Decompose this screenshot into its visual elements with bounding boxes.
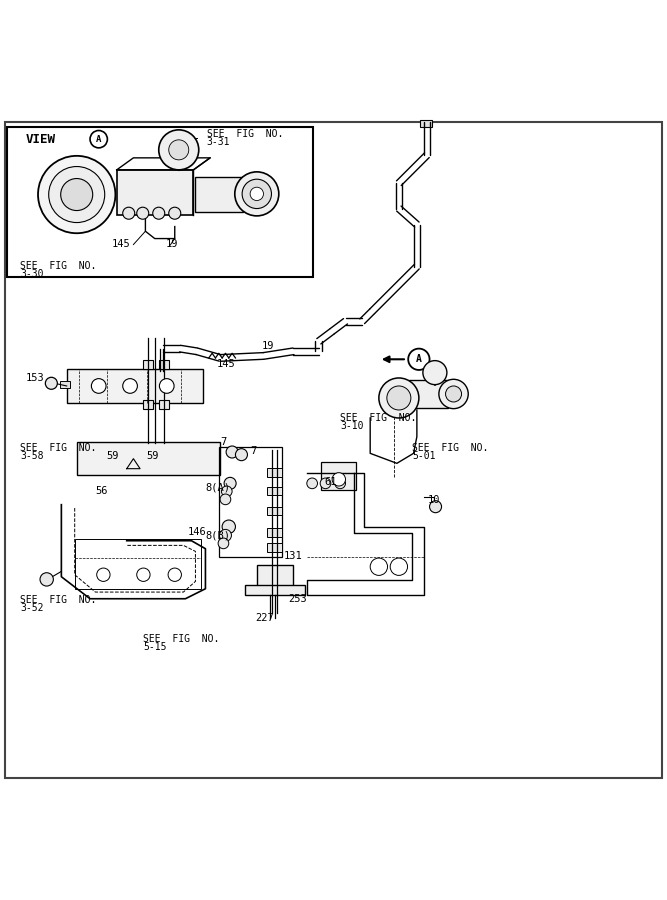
Bar	[117, 170, 193, 215]
Circle shape	[123, 379, 137, 393]
Bar	[409, 380, 448, 408]
Circle shape	[235, 172, 279, 216]
Text: SEE  FIG  NO.: SEE FIG NO.	[207, 129, 283, 139]
Circle shape	[430, 500, 442, 513]
Circle shape	[97, 568, 110, 581]
Text: 8(A): 8(A)	[205, 482, 230, 492]
Bar	[267, 468, 282, 477]
Bar	[143, 360, 153, 369]
Bar	[159, 360, 169, 369]
Circle shape	[61, 178, 93, 211]
Bar	[143, 400, 153, 409]
Bar	[195, 177, 243, 212]
Circle shape	[423, 361, 447, 384]
Bar	[267, 544, 282, 552]
Text: VIEW: VIEW	[25, 132, 55, 146]
Text: 7: 7	[250, 446, 256, 456]
Text: 5-01: 5-01	[412, 451, 436, 462]
Circle shape	[123, 207, 135, 220]
Bar	[245, 585, 305, 595]
Circle shape	[40, 572, 53, 586]
Circle shape	[446, 386, 462, 402]
Text: 145: 145	[217, 359, 235, 369]
Text: 3-58: 3-58	[20, 451, 43, 461]
Text: 3-30: 3-30	[20, 269, 43, 279]
Text: 253: 253	[288, 594, 307, 604]
Circle shape	[220, 494, 231, 505]
Circle shape	[332, 472, 346, 486]
Circle shape	[218, 538, 229, 549]
Circle shape	[169, 140, 189, 160]
Text: 19: 19	[165, 239, 178, 249]
Bar	[219, 446, 282, 557]
Circle shape	[137, 207, 149, 220]
Text: 59: 59	[147, 451, 159, 461]
Circle shape	[169, 207, 181, 220]
Bar	[257, 565, 293, 587]
Circle shape	[91, 379, 106, 393]
Bar	[77, 442, 220, 475]
Bar	[60, 382, 70, 388]
Circle shape	[221, 486, 232, 497]
Circle shape	[379, 378, 419, 418]
Bar	[67, 369, 203, 403]
Text: 145: 145	[112, 239, 131, 249]
Text: SEE  FIG  NO.: SEE FIG NO.	[143, 634, 220, 644]
Text: 146: 146	[188, 527, 207, 537]
Text: 3-10: 3-10	[340, 421, 364, 431]
Circle shape	[222, 520, 235, 534]
Bar	[75, 539, 201, 589]
Circle shape	[219, 529, 231, 542]
Circle shape	[235, 449, 247, 461]
Circle shape	[242, 179, 271, 209]
Text: 19: 19	[262, 340, 275, 351]
Text: SEE  FIG  NO.: SEE FIG NO.	[20, 443, 97, 453]
Circle shape	[159, 130, 199, 170]
Circle shape	[38, 156, 115, 233]
Bar	[321, 462, 356, 490]
Circle shape	[335, 478, 346, 489]
Text: 131: 131	[283, 551, 302, 561]
Bar	[267, 507, 282, 516]
Bar	[267, 528, 282, 536]
Text: SEE  FIG  NO.: SEE FIG NO.	[20, 596, 97, 606]
Circle shape	[137, 568, 150, 581]
Circle shape	[90, 130, 107, 148]
Circle shape	[226, 446, 238, 458]
Circle shape	[153, 207, 165, 220]
Circle shape	[439, 379, 468, 409]
Text: 59: 59	[107, 451, 119, 461]
Circle shape	[370, 558, 388, 575]
Text: 61: 61	[325, 477, 338, 488]
Circle shape	[168, 568, 181, 581]
Text: 5-15: 5-15	[143, 642, 167, 652]
Text: SEE  FIG  NO.: SEE FIG NO.	[412, 444, 489, 454]
Text: A: A	[96, 135, 101, 144]
Text: 153: 153	[25, 374, 44, 383]
Circle shape	[250, 187, 263, 201]
Circle shape	[159, 379, 174, 393]
Bar	[7, 127, 313, 276]
Text: 56: 56	[95, 486, 108, 496]
Bar	[267, 487, 282, 495]
Circle shape	[45, 377, 57, 390]
Circle shape	[224, 477, 236, 490]
Text: 3-31: 3-31	[207, 137, 230, 147]
Circle shape	[307, 478, 317, 489]
Text: 7: 7	[220, 436, 226, 446]
Text: 3-52: 3-52	[20, 603, 43, 614]
Bar	[420, 120, 432, 127]
Text: SEE  FIG  NO.: SEE FIG NO.	[20, 261, 97, 271]
Circle shape	[49, 166, 105, 222]
Text: 8(B): 8(B)	[205, 531, 230, 541]
Text: A: A	[416, 355, 422, 365]
Circle shape	[387, 386, 411, 410]
Text: 227: 227	[255, 613, 273, 623]
Circle shape	[320, 478, 331, 489]
Text: SEE  FIG  NO.: SEE FIG NO.	[340, 413, 417, 423]
Text: 10: 10	[428, 495, 441, 506]
Bar	[159, 400, 169, 409]
Circle shape	[408, 348, 430, 370]
Circle shape	[390, 558, 408, 575]
